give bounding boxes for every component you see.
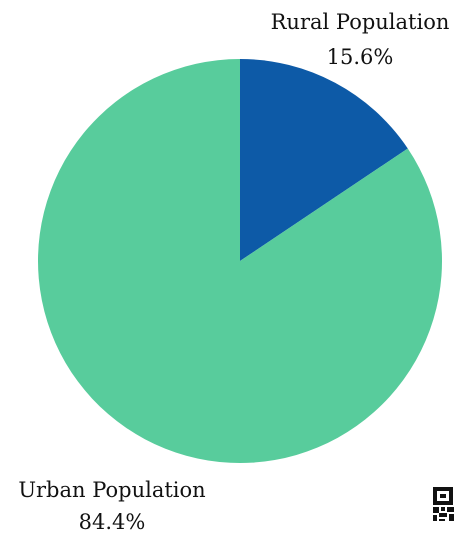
pie-slice-rural-population	[240, 59, 408, 261]
slice-label-urban: Urban Population	[18, 478, 205, 502]
slice-percent-urban: 84.4%	[79, 510, 146, 533]
pie-slice-urban-population	[37, 59, 442, 463]
pie-slices	[37, 59, 442, 463]
qr-code-icon	[433, 487, 454, 521]
slice-percent-rural: 15.6%	[327, 45, 394, 69]
slice-label-rural: Rural Population	[271, 10, 450, 34]
